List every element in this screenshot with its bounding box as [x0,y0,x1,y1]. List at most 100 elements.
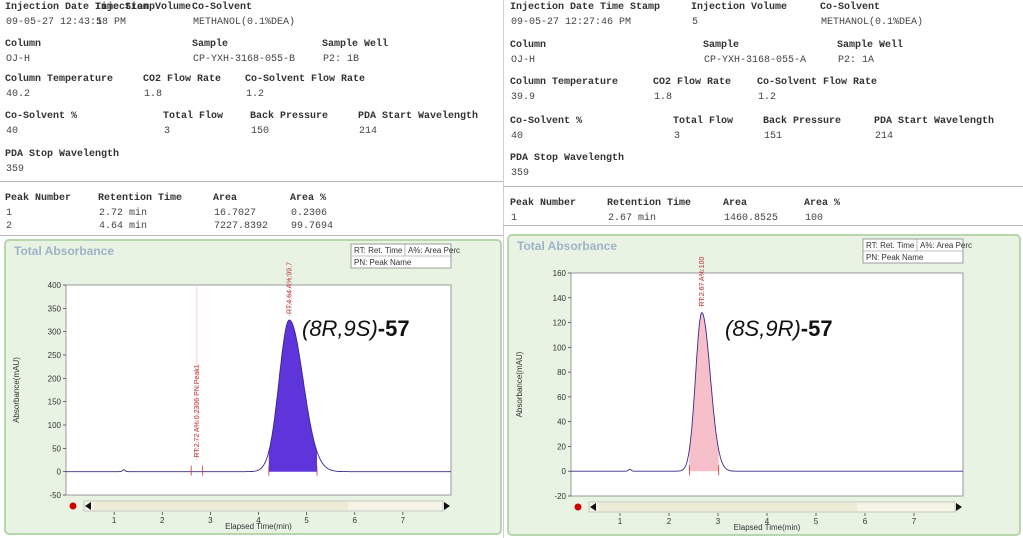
peak-table-cell: 2 [6,221,13,232]
scroll-left-icon[interactable] [590,503,596,511]
scrollbar-thumb [94,502,349,510]
compound-label: (8S,9R)-57 [725,316,833,342]
peak-table-header: Area [723,198,748,209]
peak-table-header: Retention Time [607,198,692,209]
absorbance-trace [66,319,451,473]
peak-table-cell: 99.7694 [291,221,334,232]
pda-start-wavelength-value: 214 [359,126,378,137]
y-tick-label: 140 [553,294,567,303]
y-tick-label: 80 [557,368,566,377]
sample-value: CP-YXH-3168-055-B [193,54,296,65]
x-axis-label: Elapsed Time(min) [225,522,292,531]
injection-date-time-stamp-label: Injection Date Time Stamp [5,2,156,13]
scroll-left-icon[interactable] [85,502,91,510]
co2-flow-rate-value: 1.8 [144,89,163,100]
injection-volume-value: 5 [692,17,699,28]
scroll-right-icon[interactable] [444,502,450,510]
peak-table-cell: 2.72 min [99,208,148,219]
co-solvent-label: Co-Solvent % [5,111,78,122]
co2-flow-rate-label: CO2 Flow Rate [143,74,222,85]
peak-table-cell: 2.67 min [608,213,657,224]
column-temperature-value: 39.9 [511,92,536,103]
y-tick-label: 100 [553,343,567,352]
absorbance-trace [571,312,963,472]
y-tick-label: 20 [557,442,566,451]
co-solvent-value: 40 [6,126,19,137]
compound-configuration: (8R,9S) [302,316,378,341]
sample-well-label: Sample Well [322,39,389,50]
x-tick-label: 5 [304,516,309,525]
legend-entry: A%: Area Perc [408,246,460,255]
pda-stop-wavelength-label: PDA Stop Wavelength [5,149,120,160]
peak-table-header: Area % [804,198,841,209]
sample-label: Sample [703,40,740,51]
compound-number: -57 [377,316,410,341]
y-tick-label: 50 [52,444,61,453]
peak-table-cell: 1460.8525 [724,213,779,224]
pda-stop-wavelength-value: 359 [511,168,530,179]
peak-table-header: Peak Number [5,193,72,204]
chart-title: Total Absorbance [517,239,617,253]
peak-table-cell: 1 [511,213,518,224]
x-tick-label: 5 [814,517,819,526]
y-tick-label: 60 [557,393,566,402]
co2-flow-rate-label: CO2 Flow Rate [653,77,732,88]
right-report-panel: Injection Date Time Stamp 09-05-27 12:27:… [503,0,1023,538]
co-solvent-flow-rate-value: 1.2 [758,92,777,103]
column-label: Column [510,40,547,51]
sample-well-value: P2: 1A [838,55,875,66]
sample-well-value: P2: 1B [323,54,360,65]
x-tick-label: 4 [765,517,770,526]
chromatogram-panel: Total Absorbance RT: Ret. Time A%: Area Pe… [507,234,1021,536]
y-axis-label: Absorbance(mAU) [12,357,21,423]
co-solvent-value: 40 [511,131,524,142]
y-tick-label: -20 [554,492,566,501]
co-solvent-flow-rate-label: Co-Solvent Flow Rate [245,74,366,85]
section-separator [0,235,503,236]
column-temperature-label: Column Temperature [510,77,619,88]
panel-divider [503,0,504,538]
peak-table-header: Peak Number [510,198,577,209]
sample-label: Sample [192,39,229,50]
scroll-right-icon[interactable] [956,503,962,511]
co2-flow-rate-value: 1.8 [654,92,673,103]
x-tick-label: 3 [716,517,721,526]
injection-volume-value: 5 [96,17,103,28]
y-tick-label: 100 [48,421,62,430]
x-tick-label: 6 [863,517,868,526]
total-flow-label: Total Flow [163,111,224,122]
y-tick-label: 350 [48,304,62,313]
peak-fill [689,312,719,472]
chromatogram-chart: Total Absorbance RT: Ret. Time A%: Area Pe… [515,238,972,532]
x-tick-label: 7 [912,517,917,526]
legend-entry: RT: Ret. Time [866,241,915,250]
peak-table-cell: 0.2306 [291,208,328,219]
co-solvent-label: Co-Solvent [820,2,881,13]
y-tick-label: 40 [557,418,566,427]
legend-entry: PN: Peak Name [866,253,924,262]
legend-entry: A%: Area Perc [920,241,972,250]
x-tick-label: 6 [353,516,358,525]
peak-table-cell: 16.7027 [214,208,257,219]
y-tick-label: 250 [48,351,62,360]
compound-number: -57 [800,316,833,341]
peak-label: RT:4.64 A%:99.7 [286,262,293,314]
plot-area [65,284,452,496]
y-tick-label: 150 [48,398,62,407]
pda-start-wavelength-value: 214 [875,131,894,142]
column-value: OJ-H [6,54,31,65]
x-tick-label: 7 [401,516,406,525]
total-flow-value: 3 [674,131,681,142]
x-tick-label: 1 [618,517,623,526]
back-pressure-label: Back Pressure [250,111,329,122]
co-solvent-flow-rate-value: 1.2 [246,89,265,100]
pda-start-wavelength-label: PDA Start Wavelength [874,116,995,127]
co-solvent-value: METHANOL(0.1%DEA) [821,17,924,28]
column-temperature-label: Column Temperature [5,74,114,85]
back-pressure-value: 150 [251,126,270,137]
x-tick-label: 2 [160,516,165,525]
sample-well-label: Sample Well [837,40,904,51]
sample-value: CP-YXH-3168-055-A [704,55,807,66]
section-separator [0,181,503,182]
co-solvent-value: METHANOL(0.1%DEA) [193,17,296,28]
